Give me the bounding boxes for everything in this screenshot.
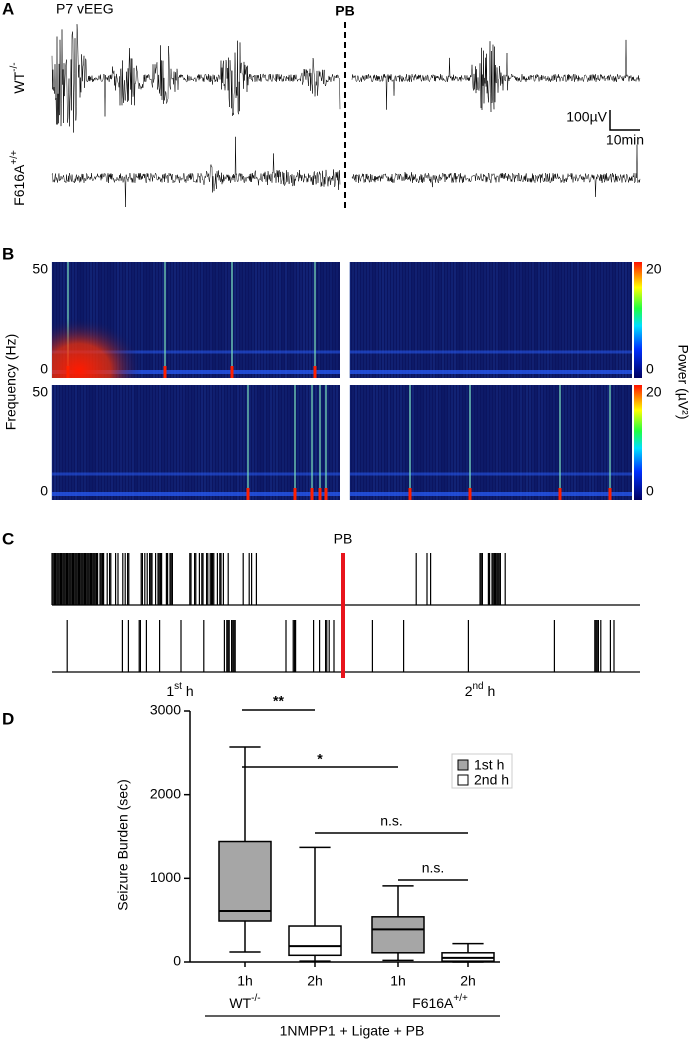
panel-title: P7 vEEG <box>56 1 114 17</box>
y-tick-label: 0 <box>40 483 48 499</box>
y-tick-label: 0 <box>40 361 48 377</box>
period-label: 1st h <box>166 681 193 699</box>
y-tick-label: 2000 <box>150 785 181 801</box>
spectrogram <box>52 385 340 500</box>
colorbar-tick-label: 0 <box>646 361 654 377</box>
significance-label: ** <box>273 693 284 709</box>
box <box>288 925 342 957</box>
box <box>218 840 272 922</box>
marker-label: PB <box>334 531 353 547</box>
period-label-base: 2 <box>465 683 473 699</box>
eeg-trace <box>51 136 341 208</box>
y-tick-label: 3000 <box>150 702 181 718</box>
legend-swatch <box>457 774 469 786</box>
legend-label: 2nd h <box>474 772 509 788</box>
row-label-sup: -/- <box>9 62 20 71</box>
group-label-sup: +/+ <box>453 993 468 1004</box>
spectrogram <box>350 385 632 500</box>
x-tick-label: 1h <box>237 973 253 989</box>
period-label: 2nd h <box>465 681 496 699</box>
row-label: WT-/- <box>9 62 27 93</box>
group-label-base: WT <box>229 995 251 1011</box>
group-label-base: F616A <box>412 995 454 1011</box>
colorbar <box>634 262 642 378</box>
group-label-sup: -/- <box>251 993 260 1004</box>
x-tick-label: 2h <box>307 973 323 989</box>
row-label-base: F616A <box>11 164 27 206</box>
significance-label: n.s. <box>380 813 403 829</box>
period-label-tail: h <box>484 683 496 699</box>
row-label-base: WT <box>11 71 27 93</box>
scale-y-label: 100µV <box>566 109 607 125</box>
colorbar-tick-label: 20 <box>646 261 662 277</box>
panel-label: A <box>2 0 14 18</box>
y-tick-label: 0 <box>173 953 181 969</box>
period-label-sup: st <box>174 681 182 692</box>
colorbar-tick-label: 0 <box>646 483 654 499</box>
y-tick-label: 1000 <box>150 869 181 885</box>
eeg-trace <box>351 144 641 197</box>
colorbar <box>634 385 642 500</box>
significance-label: * <box>317 751 323 767</box>
significance-label: n.s. <box>422 860 445 876</box>
row-label: F616A+/+ <box>9 150 27 206</box>
marker-label: PB <box>335 3 354 19</box>
colorbar-tick-label: 20 <box>646 384 662 400</box>
period-label-tail: h <box>182 683 194 699</box>
eeg-trace <box>51 24 341 133</box>
panel-label: C <box>2 529 14 548</box>
spectro-burst <box>52 302 142 378</box>
y-tick-label: 50 <box>32 384 48 400</box>
period-label-sup: nd <box>472 681 483 692</box>
panel-label: B <box>2 244 14 263</box>
y-axis-label: Frequency (Hz) <box>3 334 19 430</box>
y-tick-label: 50 <box>32 261 48 277</box>
group-label: F616A+/+ <box>412 993 468 1011</box>
colorbar-label: Power (µV²) <box>675 345 691 420</box>
scale-bar <box>609 110 640 131</box>
box <box>371 916 425 954</box>
period-label-base: 1 <box>166 683 174 699</box>
panel-label: D <box>2 709 14 728</box>
legend-frame <box>451 753 513 789</box>
scale-x-label: 10min <box>606 132 644 148</box>
eeg-trace <box>351 39 641 113</box>
y-axis-label: Seizure Burden (sec) <box>115 779 131 911</box>
legend-label: 1st h <box>474 757 504 773</box>
x-tick-label: 1h <box>390 973 406 989</box>
x-axis-label: 1NMPP1 + Ligate + PB <box>280 1023 425 1039</box>
row-label-sup: +/+ <box>9 150 20 165</box>
spectrogram <box>350 262 632 378</box>
group-label: WT-/- <box>229 993 260 1011</box>
legend-swatch <box>457 759 469 771</box>
x-tick-label: 2h <box>460 973 476 989</box>
